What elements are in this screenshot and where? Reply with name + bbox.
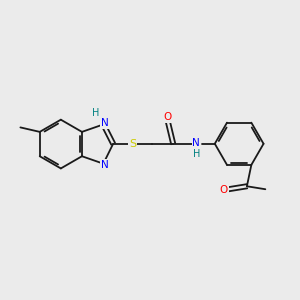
Text: N: N	[101, 160, 108, 170]
Text: O: O	[220, 185, 228, 195]
Text: H: H	[193, 148, 200, 159]
Text: H: H	[92, 108, 100, 118]
Text: O: O	[163, 112, 171, 122]
Text: N: N	[101, 118, 108, 128]
Text: S: S	[129, 139, 136, 149]
Text: N: N	[193, 138, 200, 148]
